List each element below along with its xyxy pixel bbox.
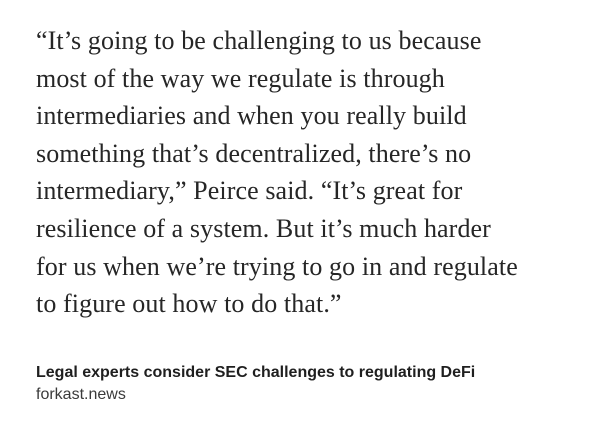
quote-text: “It’s going to be challenging to us beca…: [36, 22, 576, 323]
article-title-link[interactable]: Legal experts consider SEC challenges to…: [36, 364, 476, 381]
quote-line: most of the way we regulate is through: [36, 63, 445, 93]
quote-line: intermediaries and when you really build: [36, 101, 467, 131]
quote-line: to figure out how to do that.”: [36, 289, 342, 319]
quote-line: for us when we’re trying to go in and re…: [36, 251, 518, 281]
link-preview[interactable]: Legal experts consider SEC challenges to…: [36, 362, 586, 406]
article-domain-link[interactable]: forkast.news: [36, 386, 126, 403]
quote-line: intermediary,” Peirce said. “It’s great …: [36, 176, 463, 206]
quote-line: resilience of a system. But it’s much ha…: [36, 213, 491, 243]
quote-line: “It’s going to be challenging to us beca…: [36, 26, 482, 55]
quote-line: something that’s decentralized, there’s …: [36, 138, 472, 168]
